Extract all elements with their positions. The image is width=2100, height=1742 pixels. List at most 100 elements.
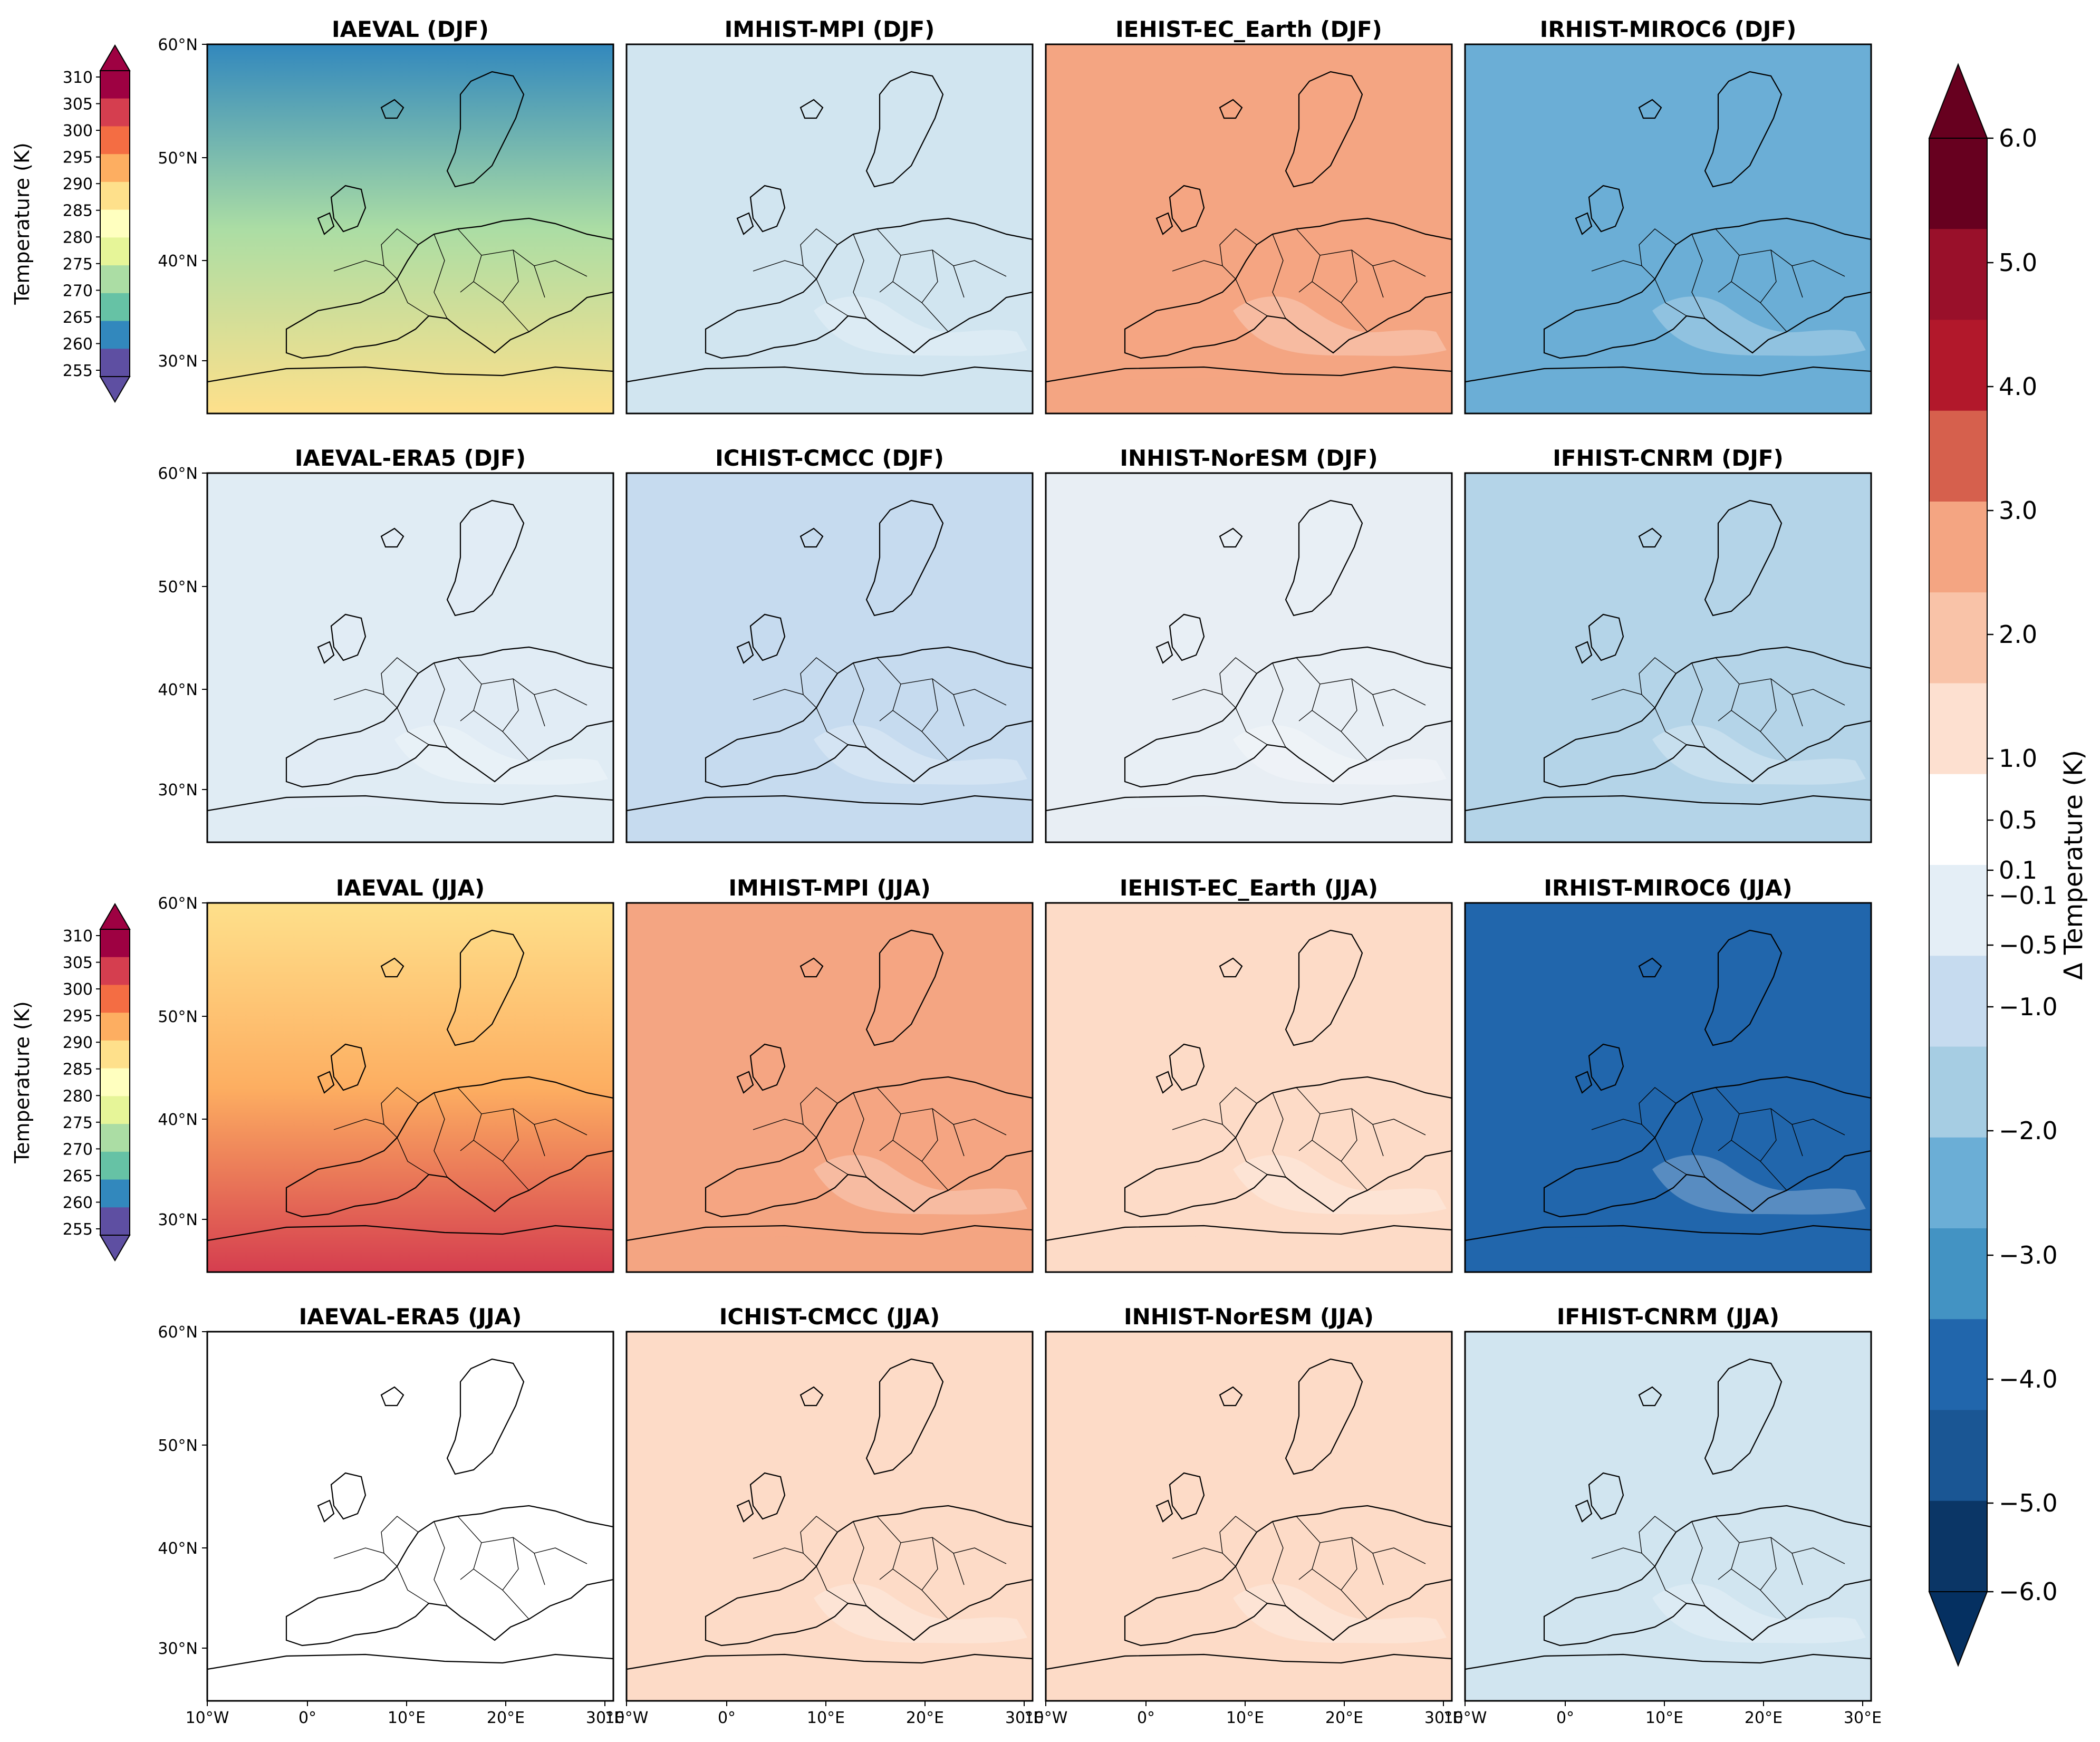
colorbar-segment	[1929, 1137, 1987, 1229]
colorbar-segment	[100, 98, 130, 127]
colorbar-label: Temperature (K)	[11, 1001, 34, 1163]
map-panel: ICHIST-CMCC (JJA) 10°W 0° 10°E 20°E 30°E	[605, 1304, 1043, 1727]
coastline	[627, 929, 1033, 1241]
lon-tick-label: 10°E	[1645, 1709, 1683, 1727]
colorbar-segment	[100, 1151, 130, 1180]
colorbar-segment	[100, 1124, 130, 1152]
colorbar-tick-label: 5.0	[1999, 248, 2037, 277]
lon-tick-label: 20°E	[487, 1709, 525, 1727]
coastline	[1046, 71, 1452, 383]
colorbar-tick-label: 0.5	[1999, 806, 2037, 834]
colorbar-segment	[100, 181, 130, 210]
coastline	[1046, 1358, 1452, 1670]
lon-tick-label: 30°E	[1005, 1709, 1043, 1727]
panel-title: IAEVAL (JJA)	[336, 875, 485, 901]
panel-frame	[1045, 902, 1453, 1273]
panel-title: IEHIST-EC_Earth (JJA)	[1120, 875, 1378, 901]
colorbar-segment	[1929, 502, 1987, 593]
map-panel: IAEVAL (JJA) 60°N 50°N 40°N 30°N	[158, 875, 614, 1273]
lat-tick-label: 40°N	[158, 1539, 198, 1558]
lon-tick-label: 0°	[298, 1709, 316, 1727]
lat-tick-label: 60°N	[158, 1323, 198, 1342]
colorbar-tick-label: 2.0	[1999, 620, 2037, 649]
colorbar-segment	[100, 1179, 130, 1208]
colorbar-segment	[1929, 1319, 1987, 1410]
country-borders	[753, 657, 1007, 761]
map-panel: IAEVAL-ERA5 (JJA) 60°N 50°N 40°N 30°N 10°W 0° 1…	[158, 1304, 624, 1727]
colorbar-segment	[100, 293, 130, 322]
lon-tick-label: 10°E	[807, 1709, 845, 1727]
colorbar-tick-label: 260	[63, 1194, 93, 1212]
map-panel: IEHIST-EC_Earth (DJF)	[1045, 16, 1453, 415]
colorbar-tick-label: 280	[63, 228, 93, 247]
country-borders	[1591, 1516, 1845, 1620]
lon-tick-label: 20°E	[906, 1709, 944, 1727]
lon-tick-label: 10°W	[605, 1709, 649, 1727]
colorbar-tick-label: 3.0	[1999, 496, 2037, 525]
lon-tick-label: 0°	[718, 1709, 736, 1727]
panel-frame	[1464, 1331, 1872, 1702]
temperature-field	[207, 903, 613, 1272]
colorbar-segment	[100, 1040, 130, 1069]
colorbar-tick-label: −0.1	[1999, 881, 2058, 910]
coastline	[207, 1358, 613, 1670]
map-panel: IFHIST-CNRM (DJF)	[1464, 445, 1872, 843]
lat-tick-label: 60°N	[158, 894, 198, 913]
country-borders	[333, 1516, 587, 1620]
panel-title: IEHIST-EC_Earth (DJF)	[1115, 16, 1382, 42]
lon-tick-label: 10°W	[1443, 1709, 1487, 1727]
colorbar-segment	[1929, 410, 1987, 502]
colorbar-segment	[1929, 1046, 1987, 1138]
coastline	[1046, 499, 1452, 812]
panel-frame	[625, 1331, 1034, 1702]
colorbar-segment	[100, 1096, 130, 1124]
lon-tick-label: 30°E	[1844, 1709, 1882, 1727]
panel-title: INHIST-NorESM (JJA)	[1124, 1304, 1374, 1330]
country-borders	[1172, 228, 1426, 332]
panel-frame	[1045, 43, 1453, 415]
lon-tick-label: 0°	[1137, 1709, 1155, 1727]
lat-tick-label: 40°N	[158, 681, 198, 699]
colorbar-segment	[1929, 229, 1987, 320]
lat-tick-label: 30°N	[158, 781, 198, 800]
panel-title: IFHIST-CNRM (DJF)	[1553, 445, 1784, 471]
panel-title: IRHIST-MIROC6 (DJF)	[1540, 16, 1797, 42]
lat-tick-label: 50°N	[158, 149, 198, 168]
colorbar-segment	[1929, 138, 1987, 229]
colorbar-label: Δ Temperature (K)	[2059, 750, 2088, 980]
colorbar-segment	[1929, 1228, 1987, 1320]
colorbar-segment	[100, 237, 130, 266]
map-panel: IFHIST-CNRM (JJA) 10°W 0° 10°E 20°E 30°E	[1443, 1304, 1882, 1727]
panel-frame	[1045, 472, 1453, 843]
map-panel: IAEVAL (DJF) 60°N 50°N 40°N 30°N	[158, 16, 614, 415]
country-borders	[333, 657, 587, 761]
country-borders	[1591, 1087, 1845, 1191]
country-borders	[1591, 228, 1845, 332]
colorbar-segment	[100, 1068, 130, 1096]
panel-title: IFHIST-CNRM (JJA)	[1557, 1304, 1779, 1330]
lat-tick-label: 30°N	[158, 1211, 198, 1229]
colorbar-extend-top	[1928, 63, 1988, 139]
colorbar-segment	[100, 1207, 130, 1236]
colorbar-segment	[100, 349, 130, 377]
colorbar-tick-label: 270	[63, 1140, 93, 1159]
colorbar-segment	[1929, 1410, 1987, 1502]
lat-tick-label: 60°N	[158, 465, 198, 483]
country-borders	[1172, 657, 1426, 761]
colorbar-label: Temperature (K)	[11, 142, 34, 305]
colorbar-tick-label: −1.0	[1999, 993, 2058, 1021]
panel-frame	[625, 43, 1034, 415]
country-borders	[333, 228, 587, 332]
lon-tick-label: 10°W	[186, 1709, 229, 1727]
colorbar-segment	[100, 985, 130, 1013]
colorbar-segment	[1929, 683, 1987, 775]
colorbar-tick-label: 285	[63, 1061, 93, 1079]
colorbar-tick-label: 255	[63, 362, 93, 380]
colorbar-segment	[100, 154, 130, 182]
country-borders	[753, 228, 1007, 332]
panel-frame	[206, 1331, 614, 1702]
colorbar-segment	[100, 929, 130, 958]
panel-title: IAEVAL (DJF)	[332, 16, 489, 42]
colorbar-tick-label: 300	[63, 122, 93, 140]
colorbar-segment	[1929, 320, 1987, 411]
